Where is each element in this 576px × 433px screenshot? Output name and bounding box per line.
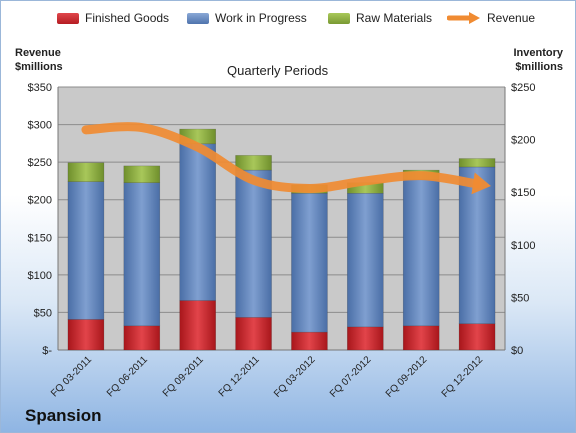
revenue-arrowhead (471, 172, 491, 195)
right-tick-label: $0 (511, 345, 523, 357)
right-tick-label: $50 (511, 292, 529, 304)
legend-item-work-in-progress: Work in Progress (187, 11, 307, 25)
x-tick-label: FQ 09-2011 (161, 354, 206, 399)
legend-swatch-work-in-progress (187, 12, 209, 24)
legend-item-revenue: Revenue (447, 11, 535, 25)
x-tick-label: FQ 09-2012 (384, 354, 430, 400)
left-tick-label: $200 (28, 195, 52, 207)
legend-item-finished-goods: Finished Goods (57, 11, 169, 25)
revenue-line (81, 122, 482, 193)
bar-work-in-progress (291, 193, 328, 333)
x-tick-label: FQ 03-2011 (49, 354, 94, 399)
bar-finished-goods (291, 331, 328, 351)
left-tick-label: $350 (28, 82, 52, 94)
left-tick-label: $250 (28, 157, 52, 169)
bar-raw-materials (458, 158, 496, 168)
x-tick-label: FQ 06-2011 (105, 354, 150, 399)
x-tick-label: FQ 07-2012 (328, 354, 374, 400)
right-tick-label: $250 (511, 82, 535, 94)
right-axis-title-line2: $millions (515, 61, 563, 73)
bar-work-in-progress (123, 182, 161, 327)
bar-raw-materials (123, 165, 161, 183)
chart-title: Quarterly Periods (227, 63, 329, 78)
right-tick-label: $100 (511, 240, 535, 252)
right-axis-title-line1: Inventory (513, 47, 563, 59)
bar-raw-materials (235, 155, 272, 171)
legend-swatch-raw-materials (328, 12, 350, 24)
legend-label-work-in-progress: Work in Progress (215, 11, 307, 25)
left-tick-label: $100 (28, 270, 52, 282)
legend-swatch-finished-goods (57, 12, 79, 24)
x-tick-label: FQ 12-2012 (440, 354, 486, 400)
bar-finished-goods (123, 325, 161, 351)
bar-finished-goods (67, 319, 105, 351)
x-tick-label: FQ 03-2012 (272, 354, 318, 400)
legend-label-finished-goods: Finished Goods (85, 11, 170, 25)
left-tick-label: $50 (34, 307, 52, 319)
legend-label-revenue: Revenue (487, 11, 536, 25)
left-axis-title-line1: Revenue (15, 47, 61, 59)
legend-arrow-revenue (447, 12, 480, 24)
right-tick-label: $150 (511, 187, 535, 199)
right-tick-label: $200 (511, 135, 535, 147)
bar-finished-goods (458, 323, 496, 351)
legend-label-raw-materials: Raw Materials (356, 11, 433, 25)
legend: Finished Goods Work in Progress Raw Mate… (1, 9, 575, 31)
bar-finished-goods (179, 300, 216, 351)
bar-work-in-progress (458, 166, 496, 324)
bar-finished-goods (402, 325, 440, 351)
left-tick-label: $150 (28, 232, 52, 244)
bar-work-in-progress (179, 143, 216, 301)
bar-work-in-progress (67, 181, 105, 320)
legend-item-raw-materials: Raw Materials (328, 11, 432, 25)
bar-finished-goods (235, 317, 272, 351)
company-name: Spansion (25, 406, 102, 425)
bar-raw-materials (67, 162, 105, 182)
right-axis-title: Inventory $millions (513, 46, 563, 74)
bar-work-in-progress (402, 179, 440, 327)
bar-finished-goods (347, 326, 384, 351)
left-axis-title-line2: $millions (15, 61, 63, 73)
bar-work-in-progress (235, 169, 272, 318)
left-tick-label: $- (42, 345, 52, 357)
x-tick-label: FQ 12-2011 (217, 354, 262, 399)
bar-work-in-progress (347, 193, 384, 328)
left-tick-label: $300 (28, 120, 52, 132)
left-axis-title: Revenue $millions (15, 46, 63, 74)
